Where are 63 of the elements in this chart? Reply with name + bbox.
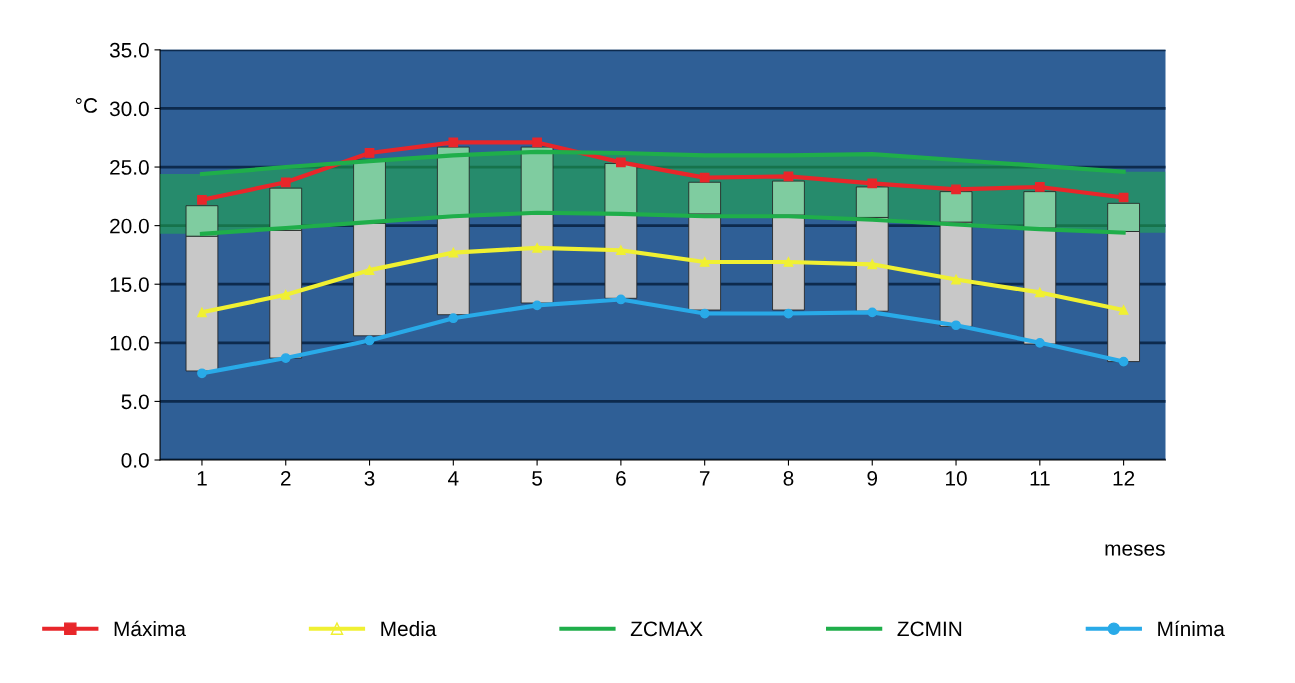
y-tick-label: 10.0 [110, 335, 149, 351]
point [1034, 287, 1045, 298]
point [197, 368, 207, 379]
point [867, 178, 878, 189]
point [867, 307, 878, 318]
point [280, 353, 291, 363]
y-tick-label: 5.0 [121, 394, 149, 410]
point [783, 308, 794, 319]
point [616, 294, 626, 305]
point [699, 257, 710, 267]
point [951, 274, 961, 285]
x-tick-label: 8 [783, 470, 794, 486]
point [280, 289, 291, 300]
line-series [199, 210, 1126, 236]
point [532, 300, 542, 311]
point [197, 194, 207, 205]
point [364, 148, 375, 158]
y-tick-label: 20.0 [110, 218, 149, 234]
x-axis-title: meses [1105, 544, 1165, 556]
x-tick-label: 9 [867, 470, 878, 486]
point [1118, 356, 1129, 367]
y-tick-label: 15.0 [110, 277, 149, 292]
point [616, 245, 626, 256]
x-tick-label: 2 [281, 470, 291, 486]
point [1034, 182, 1045, 192]
y-tick-label: 0.0 [121, 453, 149, 468]
legend-label: Media [381, 620, 437, 637]
point [532, 137, 542, 148]
point [951, 320, 961, 331]
point [699, 308, 710, 319]
point [1034, 337, 1045, 348]
point [280, 177, 291, 188]
x-tick-label: 11 [1030, 471, 1050, 486]
y-tick-label: 25.0 [110, 160, 149, 175]
point [1118, 305, 1129, 315]
x-tick-label: 3 [364, 470, 375, 486]
line-series [199, 149, 1126, 177]
x-tick-label: 7 [699, 471, 710, 486]
y-tick-label: 30.0 [109, 101, 149, 117]
point [532, 243, 542, 253]
point [616, 157, 626, 168]
point [867, 259, 878, 270]
x-tick-label: 5 [532, 471, 543, 486]
x-tick-label: 10 [946, 470, 967, 486]
point [364, 265, 375, 276]
point [699, 172, 710, 183]
point [448, 137, 459, 148]
point [783, 257, 794, 267]
point [951, 184, 961, 195]
legend-label: Mínima [1158, 620, 1225, 637]
x-tick-label: 12 [1113, 470, 1135, 486]
legend-label: ZCMIN [897, 621, 962, 637]
point [364, 335, 375, 346]
point [197, 307, 207, 318]
y-tick-label: 35.0 [109, 42, 149, 58]
y-axis-title: °C [75, 98, 98, 113]
point [448, 247, 459, 258]
x-tick-label: 4 [448, 471, 459, 486]
x-tick-label: 1 [197, 471, 207, 486]
point [448, 313, 459, 324]
legend-label: Máxima [114, 620, 186, 637]
x-tick-label: 6 [616, 470, 626, 486]
legend-label: ZCMAX [630, 621, 703, 637]
